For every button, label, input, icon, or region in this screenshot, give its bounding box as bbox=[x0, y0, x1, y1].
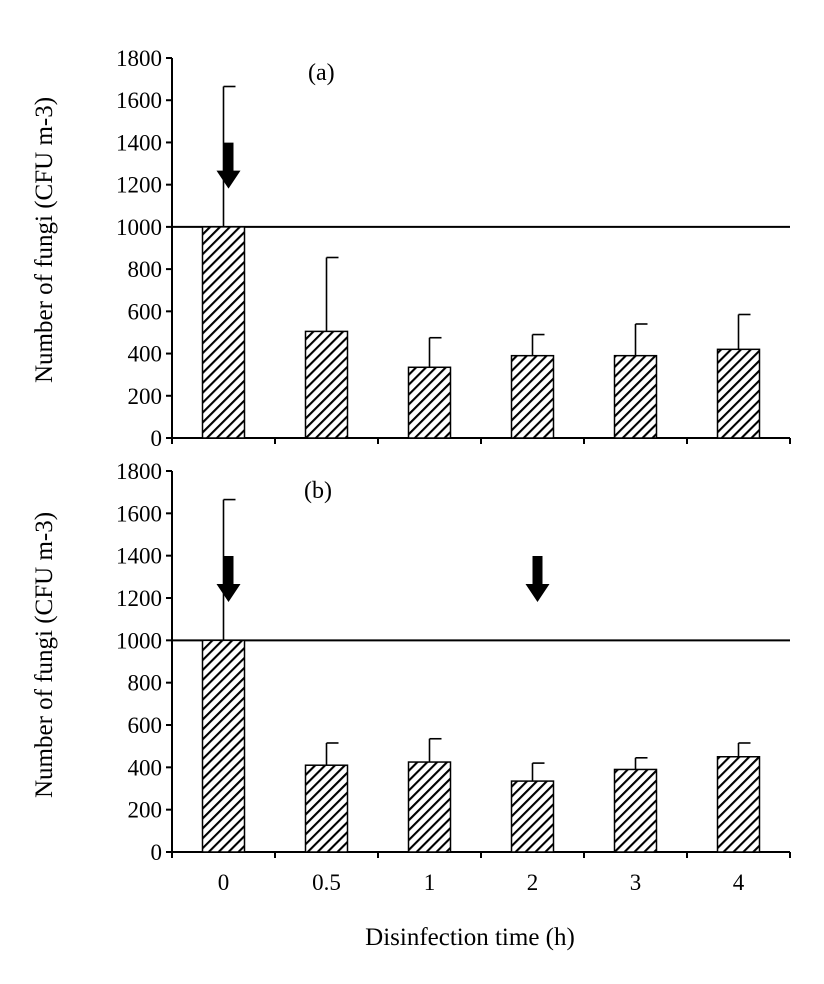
y-tick-label: 800 bbox=[128, 671, 163, 696]
panel-a-plot: 0 200 400 600 800 1000 1200 1400 1600 1800 bbox=[116, 46, 791, 451]
y-tick-label: 1000 bbox=[116, 215, 162, 240]
bar bbox=[510, 354, 555, 439]
y-tick-label: 200 bbox=[128, 384, 163, 409]
x-tick-label: 0 bbox=[218, 870, 230, 895]
y-tick-label: 400 bbox=[128, 342, 163, 367]
bar bbox=[613, 768, 658, 853]
panel-b-label: (b) bbox=[304, 478, 332, 504]
bar bbox=[304, 764, 349, 853]
down-arrow-icon bbox=[525, 556, 550, 602]
down-arrow-icon bbox=[216, 142, 241, 189]
y-tick-label: 1800 bbox=[116, 46, 162, 71]
x-tick-label: 3 bbox=[630, 870, 642, 895]
y-tick-label: 1400 bbox=[116, 130, 162, 155]
y-tick-label: 1400 bbox=[116, 544, 162, 569]
y-tick-label: 1200 bbox=[116, 173, 162, 198]
x-axis-title: Disinfection time (h) bbox=[365, 924, 575, 951]
bar bbox=[510, 780, 555, 853]
y-tick-label: 1200 bbox=[116, 586, 162, 611]
y-tick-label: 200 bbox=[128, 798, 163, 823]
panel-a-label: (a) bbox=[308, 60, 335, 86]
y-tick-label: 1600 bbox=[116, 88, 162, 113]
bar bbox=[201, 639, 246, 853]
y-tick-label: 0 bbox=[151, 840, 163, 865]
x-tick-label: 1 bbox=[424, 870, 436, 895]
y-tick-label: 600 bbox=[128, 713, 163, 738]
x-tick-label: 2 bbox=[527, 870, 539, 895]
bar bbox=[407, 366, 452, 439]
bar bbox=[407, 761, 452, 853]
y-tick-label: 400 bbox=[128, 755, 163, 780]
y-tick-label: 800 bbox=[128, 257, 163, 282]
bar bbox=[613, 354, 658, 439]
bar bbox=[716, 756, 761, 853]
bar bbox=[716, 348, 761, 439]
x-tick-label: 4 bbox=[733, 870, 745, 895]
panel-b-plot: 0 200 400 600 800 1000 1200 1400 1600 1800 0 0.5 1 2 3… bbox=[116, 459, 791, 895]
y-tick-label: 1000 bbox=[116, 628, 162, 653]
y-tick-label: 1800 bbox=[116, 459, 162, 484]
y-tick-label: 1600 bbox=[116, 501, 162, 526]
panel-a: 0 200 400 600 800 1000 1200 1400 1600 1800 (a) Nu… bbox=[31, 46, 791, 451]
y-tick-label: 600 bbox=[128, 299, 163, 324]
y-tick-label: 0 bbox=[151, 426, 163, 451]
panel-b-y-axis-title: Number of fungi (CFU m-3) bbox=[31, 512, 58, 798]
panel-a-y-axis-title: Number of fungi (CFU m-3) bbox=[31, 97, 58, 383]
bar bbox=[304, 330, 349, 439]
bar bbox=[201, 226, 246, 439]
x-tick-label: 0.5 bbox=[312, 870, 341, 895]
panel-b: 0 200 400 600 800 1000 1200 1400 1600 1800 0 0.5 1 2 3… bbox=[31, 459, 791, 895]
down-arrow-icon bbox=[216, 556, 241, 602]
